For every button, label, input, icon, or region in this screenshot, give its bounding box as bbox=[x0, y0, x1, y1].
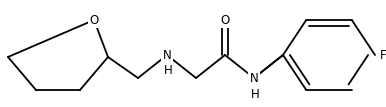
Text: H: H bbox=[164, 65, 173, 77]
Text: O: O bbox=[220, 13, 230, 27]
Text: N: N bbox=[163, 48, 171, 62]
Text: N: N bbox=[250, 71, 258, 85]
Text: H: H bbox=[251, 88, 259, 100]
Text: O: O bbox=[90, 13, 99, 27]
Text: F: F bbox=[380, 48, 386, 62]
